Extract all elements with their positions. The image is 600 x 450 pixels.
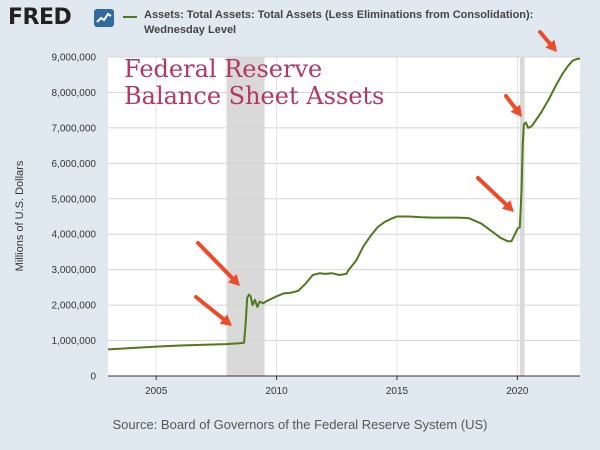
y-tick-label: 8,000,000 — [52, 88, 97, 99]
gridlines — [108, 56, 580, 376]
annotation-arrows — [194, 30, 557, 326]
series-group — [107, 57, 580, 351]
plot-area — [108, 57, 580, 376]
x-tick-label: 2015 — [386, 386, 409, 397]
chart-header: FRED Assets: Total Assets: Total Assets … — [0, 0, 600, 50]
y-tick-label: 2,000,000 — [52, 301, 97, 312]
legend-label: Assets: Total Assets: Total Assets (Less… — [144, 9, 534, 36]
overlay-title: Federal Reserve Balance Sheet Assets — [124, 55, 384, 110]
y-axis-ticks: 0 1,000,000 2,000,000 3,000,000 4,000,000 5,0… — [52, 53, 97, 383]
y-tick-label: 9,000,000 — [52, 53, 97, 64]
arrow-3-shaft — [476, 176, 509, 207]
arrow-2-head — [228, 273, 240, 286]
series-line-1 — [107, 57, 580, 351]
legend-swatch — [123, 16, 137, 18]
y-tick-label: 3,000,000 — [52, 265, 97, 276]
arrow-3-head — [501, 200, 514, 212]
y-tick-label: 0 — [90, 372, 96, 383]
y-tick-label: 4,000,000 — [52, 230, 97, 241]
recession-shading-group — [226, 57, 525, 376]
y-axis-label: Millions of U.S. Dollars — [14, 160, 26, 271]
y-tick-label: 6,000,000 — [52, 159, 97, 170]
arrow-2-shaft — [196, 241, 235, 281]
trend-line-icon — [94, 9, 114, 27]
y-tick-label: 1,000,000 — [52, 336, 97, 347]
arrow-1-shaft — [194, 295, 226, 322]
y-tick-label: 5,000,000 — [52, 194, 97, 205]
x-axis-ticks: 2005 2010 2015 2020 — [145, 376, 529, 397]
x-tick-label: 2020 — [506, 386, 529, 397]
x-tick-label: 2010 — [265, 386, 288, 397]
arrow-4-shaft — [504, 94, 518, 111]
arrow-4-head — [510, 104, 522, 117]
y-tick-label: 7,000,000 — [52, 123, 97, 134]
arrow-5-head — [545, 39, 557, 52]
arrow-5-shaft — [538, 30, 552, 46]
fred-logo[interactable]: FRED — [8, 5, 72, 30]
source-note: Source: Board of Governors of the Federa… — [112, 417, 488, 432]
x-tick-label: 2005 — [145, 386, 168, 397]
overlay-title-line-2: Balance Sheet Assets — [124, 82, 384, 110]
recession-band-2 — [519, 57, 525, 376]
arrow-1-head — [219, 314, 232, 326]
overlay-title-line-1: Federal Reserve — [124, 55, 322, 83]
